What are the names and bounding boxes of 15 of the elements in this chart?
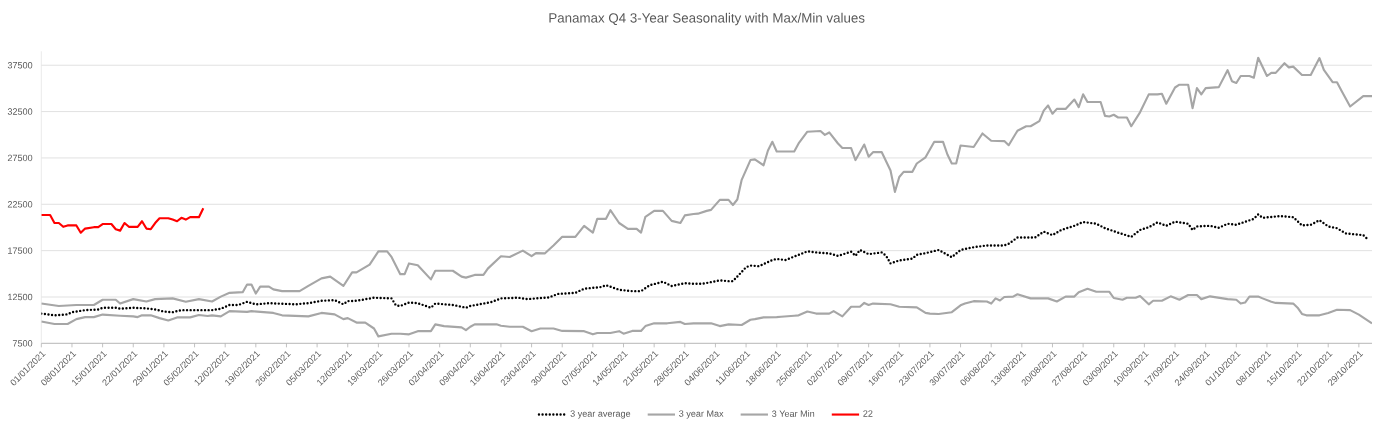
chart-title: Panamax Q4 3-Year Seasonality with Max/Min values: [549, 12, 865, 26]
legend-label: 3 year Max: [679, 410, 724, 419]
line-series: [41, 207, 205, 234]
legend-label: 22: [863, 410, 873, 417]
y-tick-label: 7500: [12, 340, 33, 347]
y-tick-label: 12500: [8, 293, 33, 301]
y-tick-label: 22500: [7, 201, 33, 208]
legend-label: 3 year average: [570, 410, 631, 419]
y-tick-label: 17500: [8, 247, 33, 254]
y-tick-label: 32500: [7, 108, 33, 115]
line-series: [41, 213, 1369, 317]
y-tick-label: 27500: [7, 154, 33, 162]
y-tick-label: 37500: [7, 62, 33, 69]
legend-label: 3 Year Min: [772, 410, 815, 417]
line-series: [41, 56, 1373, 308]
